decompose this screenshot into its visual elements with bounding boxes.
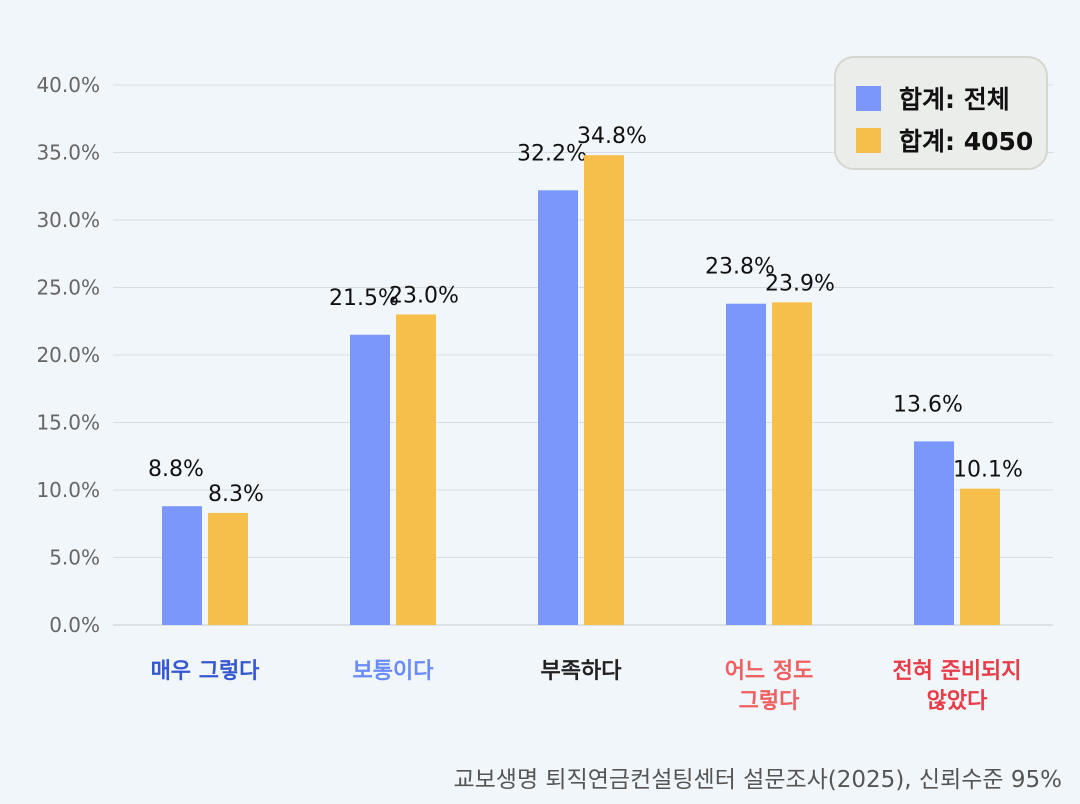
- y-tick-label: 30.0%: [36, 208, 100, 232]
- legend-label: 합계: 4050: [899, 127, 1034, 156]
- data-label: 23.0%: [389, 284, 459, 309]
- data-label: 13.6%: [893, 392, 963, 417]
- bar: [162, 506, 202, 625]
- bar: [584, 155, 624, 625]
- y-tick-label: 10.0%: [36, 478, 100, 502]
- y-tick-label: 25.0%: [36, 276, 100, 300]
- x-category-label: 매우 그렇다: [151, 659, 261, 684]
- source-note: 교보생명 퇴직연금컨설팅센터 설문조사(2025), 신뢰수준 95%: [453, 767, 1062, 793]
- data-label: 8.8%: [148, 457, 204, 482]
- bar: [772, 302, 812, 625]
- legend-item-total: 합계: 전체: [856, 80, 1010, 116]
- x-category-label: 보통이다: [353, 659, 435, 684]
- data-label: 23.8%: [705, 255, 775, 280]
- y-tick-label: 15.0%: [36, 411, 100, 435]
- bar: [538, 190, 578, 626]
- x-category-label: 부족하다: [541, 659, 623, 684]
- y-tick-label: 5.0%: [49, 546, 100, 570]
- data-label: 23.9%: [765, 271, 835, 296]
- bar: [914, 441, 954, 625]
- bar: [960, 488, 1000, 625]
- data-label: 34.8%: [577, 124, 647, 149]
- legend-swatch: [856, 85, 881, 111]
- legend: 합계: 전체 합계: 4050: [834, 56, 1048, 170]
- bar: [350, 334, 390, 625]
- data-label: 8.3%: [208, 482, 264, 507]
- y-tick-label: 40.0%: [36, 73, 100, 97]
- data-label: 21.5%: [329, 286, 399, 311]
- bar: [208, 512, 248, 625]
- legend-item-4050: 합계: 4050: [856, 122, 1033, 158]
- bar: [726, 303, 766, 625]
- y-tick-label: 35.0%: [36, 141, 100, 165]
- legend-label: 합계: 전체: [899, 85, 1010, 114]
- x-category-label: 않았다: [927, 689, 988, 714]
- legend-swatch: [856, 127, 881, 153]
- data-label: 10.1%: [953, 458, 1023, 483]
- bar: [396, 314, 436, 625]
- x-category-label: 그렇다: [739, 689, 800, 714]
- x-category-label: 어느 정도: [725, 659, 814, 684]
- y-tick-label: 0.0%: [49, 613, 100, 637]
- x-category-label: 전혀 준비되지: [892, 659, 1021, 684]
- y-tick-label: 20.0%: [36, 343, 100, 367]
- data-label: 32.2%: [517, 141, 587, 166]
